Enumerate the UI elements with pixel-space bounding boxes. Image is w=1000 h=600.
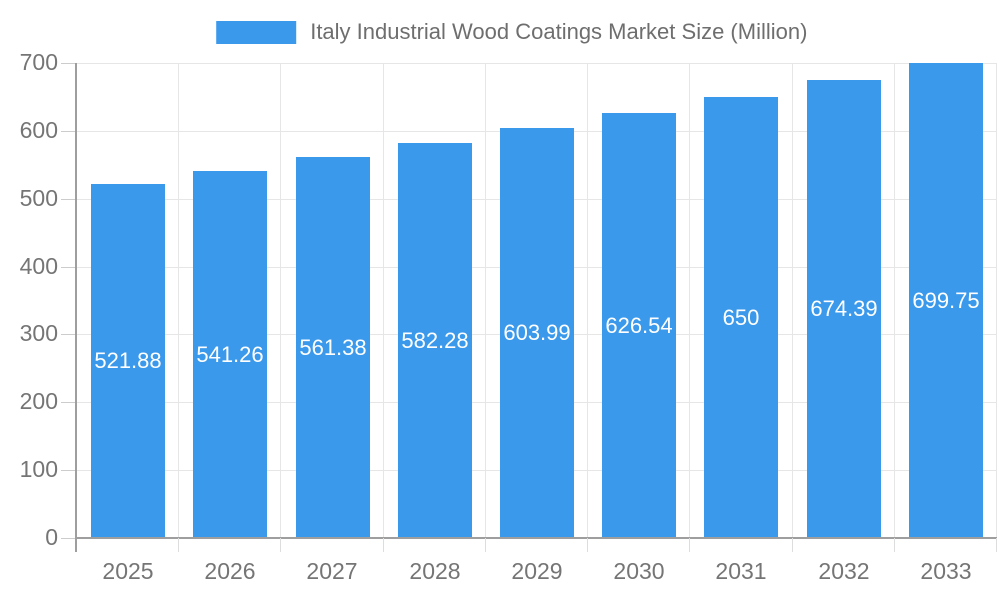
y-axis-tick-label: 700 (19, 49, 58, 75)
x-axis-tick (587, 538, 588, 552)
y-axis-tick (61, 334, 75, 335)
bar[interactable]: 521.88 (91, 184, 165, 538)
bar[interactable]: 650 (704, 97, 778, 538)
bar[interactable]: 561.38 (296, 157, 370, 538)
bar-value-label: 603.99 (503, 320, 571, 345)
bar-value-label: 626.54 (605, 312, 673, 338)
bar[interactable]: 582.28 (398, 143, 472, 538)
x-axis-tick (383, 538, 384, 552)
x-axis-tick (894, 538, 895, 552)
horizontal-gridline (77, 63, 997, 64)
y-axis-tick-label: 300 (19, 320, 58, 346)
x-axis-tick (485, 538, 486, 552)
y-axis-tick-label: 200 (19, 388, 58, 414)
bar-value-label: 674.39 (810, 296, 878, 321)
y-axis-tick (61, 470, 75, 471)
x-axis-tick (280, 538, 281, 552)
y-axis-line (75, 63, 77, 552)
legend-swatch-icon (216, 20, 297, 44)
y-axis-tick (61, 267, 75, 268)
x-axis-tick (689, 538, 690, 552)
bar-value-label: 541.26 (196, 341, 264, 367)
vertical-gridline (689, 63, 690, 538)
bar-value-label: 561.38 (299, 334, 367, 360)
x-axis-tick (792, 538, 793, 552)
y-axis-tick-label: 100 (19, 456, 58, 482)
bar[interactable]: 603.99 (500, 128, 574, 538)
bar-value-label: 582.28 (401, 327, 469, 353)
x-axis-tick-label: 2033 (920, 558, 972, 584)
bar[interactable]: 626.54 (602, 113, 676, 538)
bar[interactable]: 674.39 (807, 80, 881, 538)
y-axis-tick (61, 63, 75, 64)
bar[interactable]: 541.26 (193, 171, 267, 538)
x-axis-tick-label: 2027 (306, 558, 358, 584)
vertical-gridline (792, 63, 793, 538)
vertical-gridline (383, 63, 384, 538)
y-axis-tick-label: 400 (19, 253, 58, 279)
legend[interactable]: Italy Industrial Wood Coatings Market Si… (216, 19, 807, 45)
vertical-gridline (587, 63, 588, 538)
x-axis-tick (178, 538, 179, 552)
x-axis-tick-label: 2025 (102, 558, 154, 584)
x-axis-line (77, 537, 997, 539)
x-axis-tick-label: 2031 (715, 558, 767, 584)
vertical-gridline (996, 63, 997, 538)
x-axis-tick-label: 2030 (613, 558, 665, 584)
bar-value-label: 521.88 (94, 348, 162, 373)
legend-label: Italy Industrial Wood Coatings Market Si… (310, 19, 808, 44)
y-axis-tick-label: 600 (19, 117, 58, 143)
y-axis-tick (61, 538, 75, 539)
vertical-gridline (280, 63, 281, 538)
x-axis-tick (996, 538, 997, 552)
y-axis-tick-label: 0 (45, 524, 58, 550)
y-axis-tick (61, 402, 75, 403)
x-axis-tick-label: 2028 (409, 558, 461, 584)
bar-value-label: 699.75 (912, 287, 980, 313)
x-axis-tick-label: 2029 (511, 558, 563, 584)
y-axis-tick (61, 131, 75, 132)
vertical-gridline (178, 63, 179, 538)
y-axis-tick-label: 500 (19, 185, 58, 211)
bar[interactable]: 699.75 (909, 63, 983, 538)
vertical-gridline (485, 63, 486, 538)
bar-value-label: 650 (722, 304, 760, 330)
vertical-gridline (894, 63, 895, 538)
x-axis-tick-label: 2032 (818, 558, 870, 584)
plot-area: 521.88 541.26 561.38 582.28 603.99 626.54 650 6… (77, 63, 997, 538)
x-axis-tick-label: 2026 (204, 558, 256, 584)
y-axis-tick (61, 199, 75, 200)
